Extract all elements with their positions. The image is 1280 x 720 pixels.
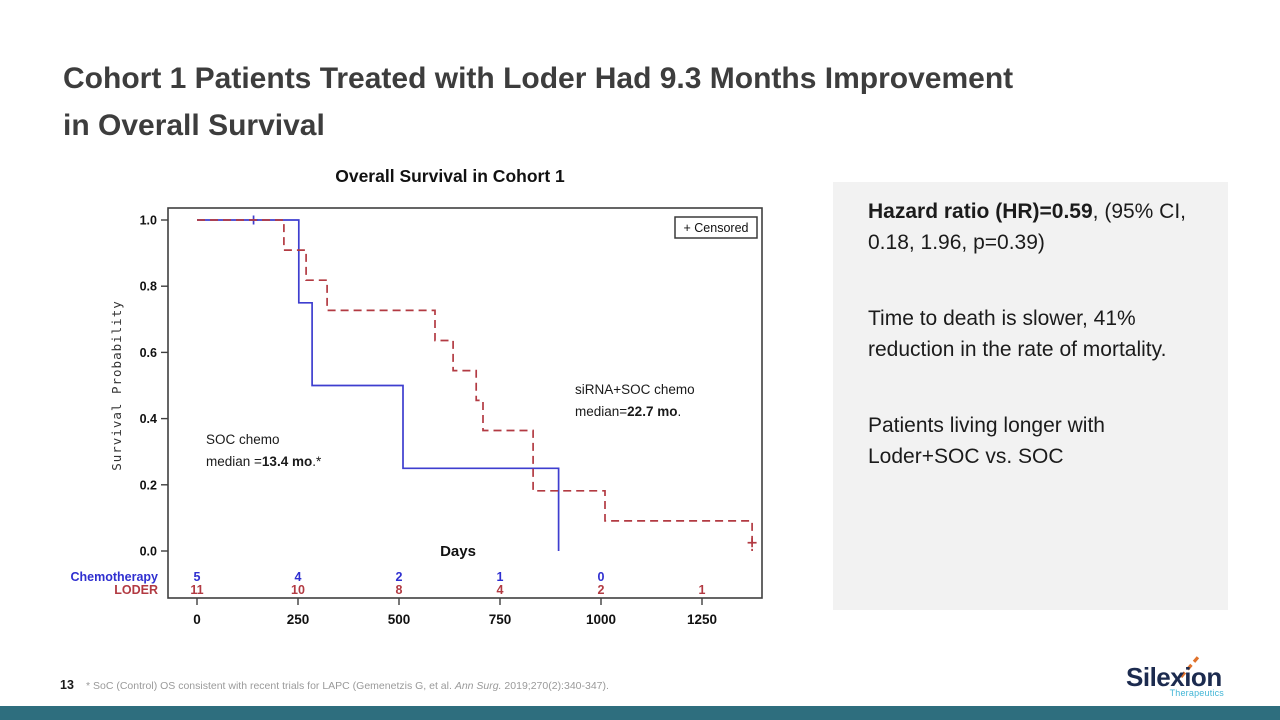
at-risk-count: 2 — [396, 570, 403, 584]
silexion-logo: Silexion Therapeutics — [1126, 654, 1226, 700]
at-risk-count: 1 — [699, 583, 706, 597]
y-tick-label: 0.2 — [140, 478, 157, 492]
logo-slash-icon — [1179, 654, 1201, 679]
y-tick-label: 0.4 — [140, 412, 157, 426]
at-risk-count: 2 — [598, 583, 605, 597]
page-title: Cohort 1 Patients Treated with Loder Had… — [63, 55, 1223, 149]
at-risk-row-label: Chemotherapy — [70, 570, 158, 584]
series-curve — [197, 219, 560, 551]
at-risk-count: 11 — [190, 583, 203, 597]
at-risk-count: 4 — [497, 583, 504, 597]
median-annotation: SOC chemo median =13.4 mo.* — [206, 432, 322, 469]
hazard-ratio-text: Hazard ratio (HR)=0.59, (95% CI, 0.18, 1… — [868, 200, 1187, 254]
footnote-citation: * SoC (Control) OS consistent with recen… — [86, 680, 609, 692]
page-number: 13 — [60, 678, 74, 692]
logo-name: Silexion — [1126, 662, 1222, 692]
plot-border — [167, 207, 763, 599]
x-tick-label: 0 — [193, 612, 201, 627]
info-panel: Hazard ratio (HR)=0.59, (95% CI, 0.18, 1… — [833, 182, 1228, 610]
y-tick-label: 0.8 — [140, 280, 157, 294]
logo-tagline: Therapeutics — [1169, 688, 1224, 698]
x-axis-title: Days — [440, 543, 476, 560]
y-axis-title: Survival Probability — [109, 300, 124, 471]
series-curve — [197, 219, 753, 551]
page-title-line2: in Overall Survival — [63, 109, 325, 142]
legend-label: + Censored — [684, 221, 749, 235]
at-risk-count: 10 — [291, 583, 305, 597]
chart-title: Overall Survival in Cohort 1 — [335, 166, 565, 186]
footer: 13 * SoC (Control) OS consistent with re… — [0, 672, 1280, 706]
y-tick-label: 0.6 — [140, 346, 157, 360]
page-title-line1: Cohort 1 Patients Treated with Loder Had… — [63, 62, 1014, 95]
at-risk-count: 5 — [194, 570, 201, 584]
km-survival-chart: Overall Survival in Cohort 1 0.0 0.2 0.4 0.6… — [70, 166, 763, 627]
x-tick-label: 750 — [489, 612, 512, 627]
at-risk-count: 1 — [497, 570, 504, 584]
legend-box — [674, 216, 758, 239]
living-longer-text: Patients living longer with Loder+SOC vs… — [868, 414, 1105, 468]
at-risk-count: 8 — [396, 583, 403, 597]
x-tick-label: 500 — [388, 612, 411, 627]
footer-accent-bar — [0, 706, 1280, 720]
y-tick-label: 1.0 — [140, 214, 157, 228]
x-tick-label: 1250 — [687, 612, 717, 627]
at-risk-count: 4 — [295, 570, 302, 584]
at-risk-row-label: LODER — [114, 583, 158, 597]
y-tick-label: 0.0 — [140, 545, 157, 559]
time-to-death-text: Time to death is slower, 41% reduction i… — [868, 307, 1167, 361]
x-tick-label: 1000 — [586, 612, 616, 627]
median-annotation: siRNA+SOC chemo median=22.7 mo. — [575, 382, 695, 419]
at-risk-count: 0 — [598, 570, 605, 584]
x-tick-label: 250 — [287, 612, 310, 627]
